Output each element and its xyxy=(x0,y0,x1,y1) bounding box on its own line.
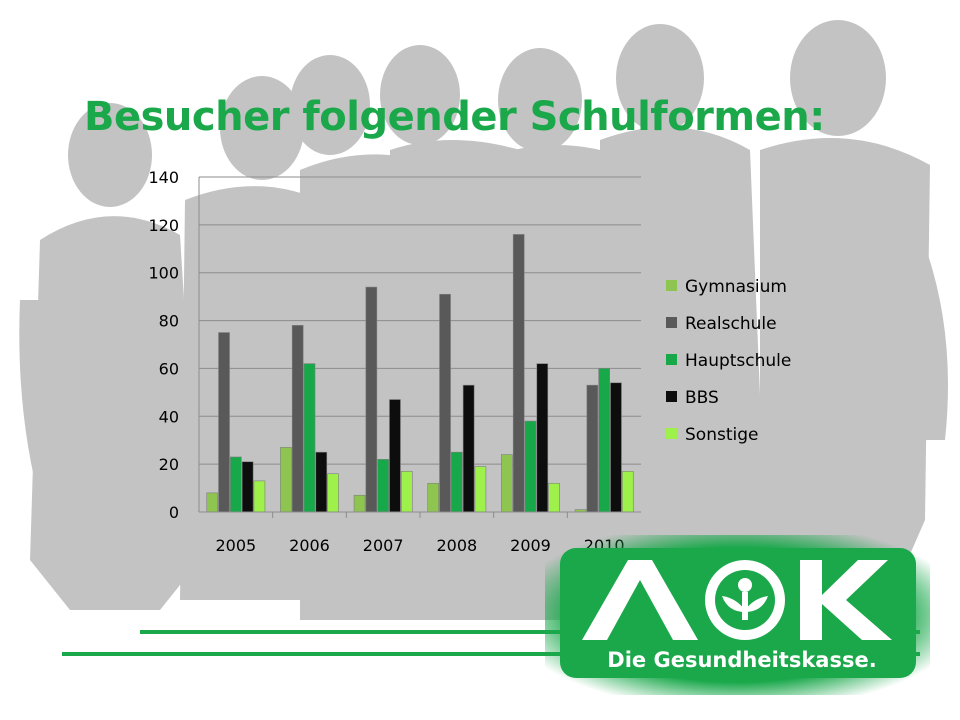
x-tick-label: 2008 xyxy=(436,536,477,555)
aok-tagline: Die Gesundheitskasse. xyxy=(607,648,876,672)
chart-legend: Gymnasium Realschule Hauptschule BBS Sonstig… xyxy=(666,277,791,445)
y-tick-label: 120 xyxy=(148,216,179,235)
legend-swatch-hauptschule xyxy=(666,354,677,365)
y-tick-label: 20 xyxy=(159,455,179,474)
y-axis-ticks: 0 20 40 60 80 100 120 140 xyxy=(148,168,179,522)
x-tick-label: 2009 xyxy=(510,536,551,555)
legend-swatch-bbs xyxy=(666,391,677,402)
legend-label-hauptschule: Hauptschule xyxy=(685,351,791,371)
y-tick-label: 100 xyxy=(148,264,179,283)
legend-swatch-gymnasium xyxy=(666,280,677,291)
legend-label-sonstige: Sonstige xyxy=(685,425,758,445)
chart-grid xyxy=(199,176,641,465)
legend-label-gymnasium: Gymnasium xyxy=(685,277,787,297)
chart-bars xyxy=(206,234,634,513)
legend-swatch-sonstige xyxy=(666,428,677,439)
y-tick-label: 0 xyxy=(169,503,179,522)
legend-label-realschule: Realschule xyxy=(685,314,777,334)
y-tick-label: 140 xyxy=(148,168,179,187)
x-tick-label: 2005 xyxy=(215,536,256,555)
chart-axes xyxy=(198,177,641,518)
legend-swatch-realschule xyxy=(666,317,677,328)
legend-label-bbs: BBS xyxy=(685,388,719,408)
x-tick-label: 2006 xyxy=(289,536,330,555)
x-tick-label: 2007 xyxy=(363,536,404,555)
slide-title: Besucher folgender Schulformen: xyxy=(84,94,825,140)
y-tick-label: 60 xyxy=(159,359,179,378)
y-tick-label: 80 xyxy=(159,312,179,331)
y-tick-label: 40 xyxy=(159,407,179,426)
